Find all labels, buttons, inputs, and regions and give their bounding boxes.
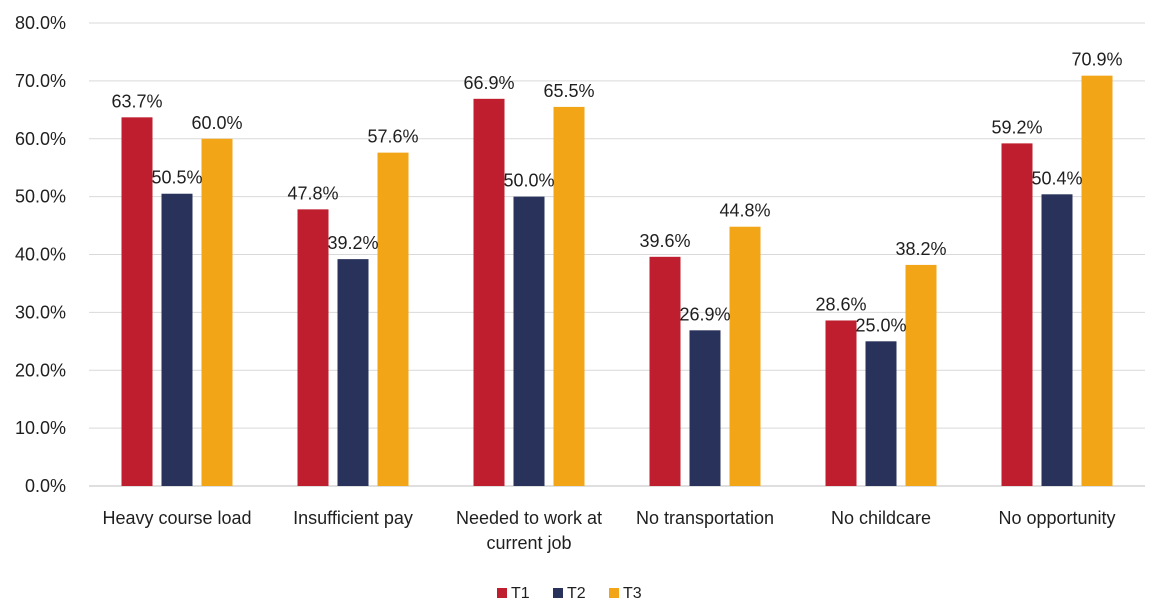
x-category-label: No transportation: [636, 508, 774, 528]
data-label-t3: 60.0%: [191, 113, 242, 133]
data-label-t2: 25.0%: [855, 315, 906, 335]
data-label-t1: 47.8%: [287, 183, 338, 203]
bar-t3: [729, 226, 761, 486]
x-category-label-line: Insufficient pay: [293, 508, 413, 528]
legend-label-t3: T3: [623, 585, 642, 602]
y-tick-label: 70.0%: [15, 71, 66, 91]
data-label-t2: 26.9%: [679, 304, 730, 324]
data-label-t3: 38.2%: [895, 239, 946, 259]
x-category-label: No opportunity: [998, 508, 1115, 528]
bar-t2: [161, 193, 193, 486]
data-label-t3: 44.8%: [719, 201, 770, 221]
bar-t2: [513, 196, 545, 486]
data-label-t1: 39.6%: [639, 231, 690, 251]
x-category-label-line: No opportunity: [998, 508, 1115, 528]
y-axis-tick-labels: 0.0% 10.0% 20.0% 30.0% 40.0% 50.0% 60.0% 70.0% 8…: [15, 13, 66, 496]
x-category-label-line: Heavy course load: [102, 508, 251, 528]
gridlines: [89, 22, 1145, 487]
legend-swatch-t3: [609, 588, 619, 598]
data-label-t3: 65.5%: [543, 81, 594, 101]
bar-t3: [553, 106, 585, 486]
bar-t1: [121, 117, 153, 487]
y-tick-label: 40.0%: [15, 245, 66, 265]
y-tick-label: 0.0%: [25, 476, 66, 496]
data-label-t1: 28.6%: [815, 294, 866, 314]
bar-t1: [297, 209, 329, 487]
bar-t2: [865, 341, 897, 486]
legend-swatch-t1: [497, 588, 507, 598]
x-category-label-line: Needed to work at: [456, 508, 602, 528]
x-category-label: No childcare: [831, 508, 931, 528]
bar-t1: [473, 98, 505, 486]
x-category-label-line: No childcare: [831, 508, 931, 528]
data-label-t3: 70.9%: [1071, 50, 1122, 70]
data-label-t1: 59.2%: [991, 117, 1042, 137]
data-label-t2: 39.2%: [327, 233, 378, 253]
x-category-label: Insufficient pay: [293, 508, 413, 528]
y-tick-label: 10.0%: [15, 418, 66, 438]
x-axis-category-labels: Heavy course load Insufficient pay Needed …: [102, 508, 1115, 553]
data-label-t2: 50.4%: [1031, 168, 1082, 188]
y-tick-label: 60.0%: [15, 129, 66, 149]
legend: T1 T2 T3: [497, 585, 642, 602]
data-label-t2: 50.5%: [151, 168, 202, 188]
bar-t1: [1001, 143, 1033, 486]
data-labels: 63.7% 50.5% 60.0% 47.8% 39.2% 57.6% 66.9% 50.0%…: [111, 50, 1122, 336]
x-category-label-line: current job: [486, 533, 571, 553]
data-label-t3: 57.6%: [367, 127, 418, 147]
data-label-t1: 66.9%: [463, 73, 514, 93]
bars: [121, 75, 1113, 487]
legend-label-t2: T2: [567, 585, 586, 602]
x-category-label-line: No transportation: [636, 508, 774, 528]
data-label-t2: 50.0%: [503, 171, 554, 191]
y-tick-label: 30.0%: [15, 302, 66, 322]
bar-t3: [1081, 75, 1113, 486]
y-tick-label: 20.0%: [15, 360, 66, 380]
x-category-label: Heavy course load: [102, 508, 251, 528]
bar-t2: [689, 330, 721, 486]
data-label-t1: 63.7%: [111, 91, 162, 111]
bar-t3: [905, 264, 937, 486]
y-tick-label: 80.0%: [15, 13, 66, 33]
bar-t1: [649, 256, 681, 486]
x-category-label: Needed to work at current job: [456, 508, 602, 553]
bar-t2: [1041, 194, 1073, 486]
legend-swatch-t2: [553, 588, 563, 598]
legend-label-t1: T1: [511, 585, 530, 602]
bar-t2: [337, 259, 369, 486]
bar-t1: [825, 320, 857, 486]
bar-t3: [377, 152, 409, 486]
bar-t3: [201, 138, 233, 486]
y-tick-label: 50.0%: [15, 187, 66, 207]
